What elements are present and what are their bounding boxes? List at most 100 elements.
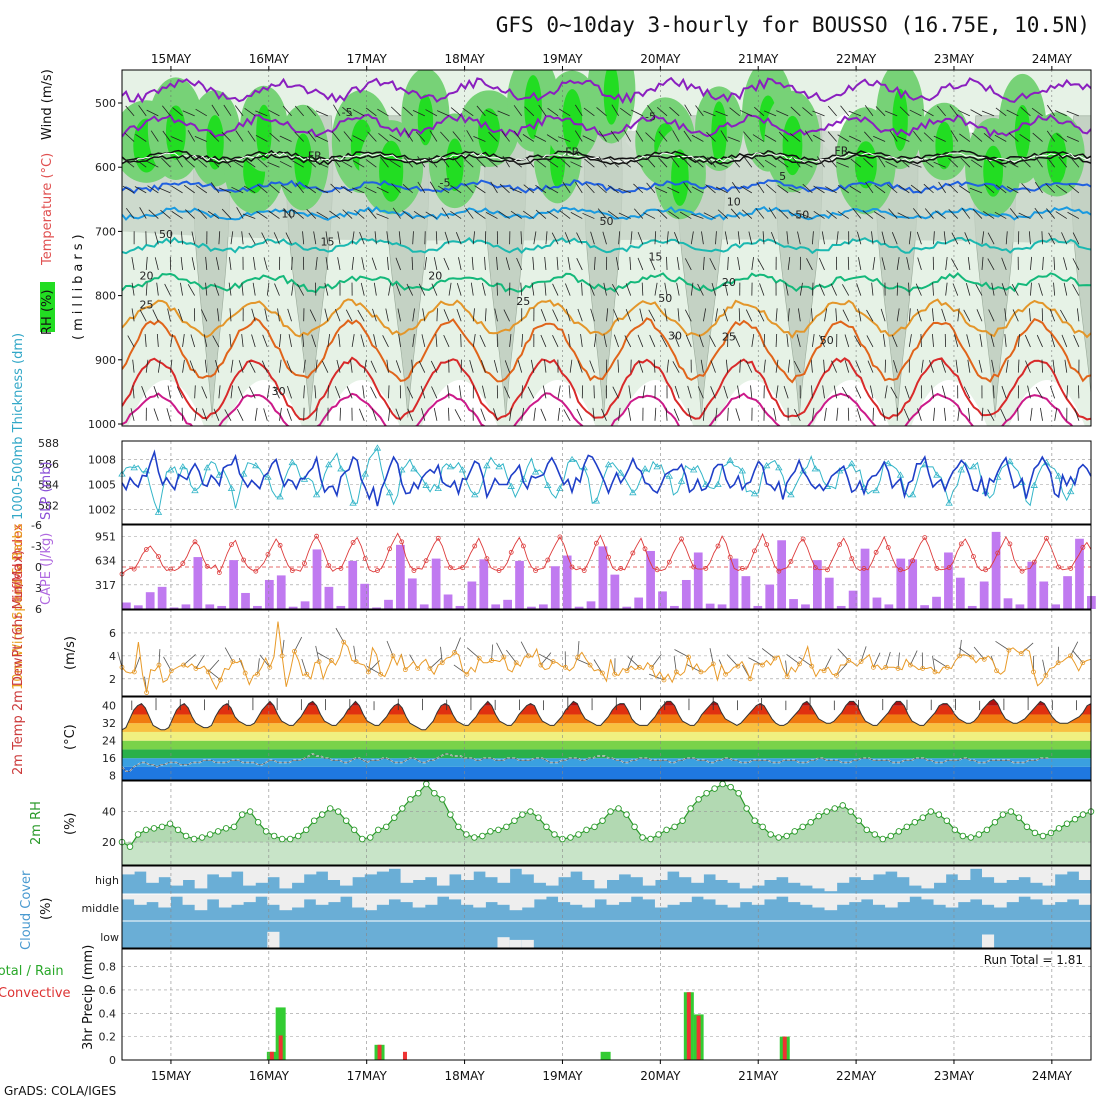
rh2m-point bbox=[775, 834, 782, 841]
top-date-18MAY: 18MAY bbox=[444, 52, 485, 66]
cape-bar bbox=[193, 557, 203, 609]
wind-barb bbox=[263, 257, 268, 271]
wind-barb bbox=[835, 308, 838, 322]
bottom-date-19MAY: 19MAY bbox=[542, 1069, 583, 1083]
wind-barb bbox=[646, 182, 656, 194]
ylabel-rh2m-unit: (%) bbox=[63, 813, 78, 836]
cloud-middle-gap bbox=[727, 894, 741, 908]
wind-barb bbox=[793, 360, 801, 373]
isotherm-40 bbox=[122, 392, 1074, 426]
wind-barb bbox=[672, 361, 680, 373]
wind-barb bbox=[580, 334, 583, 348]
wind-barb bbox=[637, 257, 644, 271]
cape-bar bbox=[729, 558, 739, 609]
wind-barb bbox=[359, 231, 365, 245]
wind-barb bbox=[521, 385, 523, 399]
cloud-high-gap bbox=[461, 866, 474, 880]
wind-barb bbox=[576, 408, 583, 421]
wind-barb bbox=[171, 185, 183, 194]
wind-barb bbox=[305, 184, 317, 194]
wind-barb bbox=[378, 132, 389, 142]
wind-barb bbox=[472, 231, 475, 245]
wind-barb bbox=[251, 308, 256, 322]
rh2m-point bbox=[471, 834, 478, 841]
wind-barb bbox=[530, 359, 535, 373]
wind10m-point bbox=[624, 668, 630, 674]
wind-barb bbox=[833, 385, 838, 399]
cloud-level-high: high bbox=[95, 874, 119, 887]
rh2m-point bbox=[855, 817, 863, 824]
thickness-point bbox=[580, 464, 588, 471]
thickness-point bbox=[483, 462, 491, 469]
wind-barb bbox=[509, 407, 512, 421]
wind-barb bbox=[156, 333, 159, 347]
cloud-middle-gap bbox=[170, 894, 184, 897]
wind10m-point bbox=[378, 671, 384, 677]
rh-high-area bbox=[256, 104, 272, 161]
wind-barb bbox=[297, 284, 305, 296]
lifted-index-point bbox=[679, 536, 684, 542]
wind-barb bbox=[654, 407, 657, 421]
wind-barb bbox=[1041, 359, 1043, 373]
wind-barb bbox=[995, 184, 1007, 194]
wind-barb bbox=[990, 334, 995, 348]
cloud-middle-gap bbox=[800, 894, 813, 905]
wind-barb bbox=[351, 256, 354, 270]
rh2m-point bbox=[1007, 808, 1015, 815]
wind-barb bbox=[908, 334, 912, 348]
rh2m-point bbox=[799, 823, 806, 831]
rh2m-point bbox=[479, 832, 486, 840]
ylabel-slp: SLP (mb) bbox=[39, 461, 54, 520]
wind-barb bbox=[877, 156, 886, 168]
wind-barb bbox=[279, 333, 282, 348]
cloud-high-gap bbox=[836, 866, 850, 883]
wind10m-point bbox=[365, 669, 371, 675]
contour-label: -5 bbox=[342, 106, 353, 119]
wind-barb bbox=[606, 308, 609, 322]
rh-high-area bbox=[983, 145, 1004, 197]
wind-barb bbox=[212, 335, 220, 348]
wind-barb bbox=[1066, 385, 1069, 399]
contour-label: 25 bbox=[722, 331, 736, 344]
wind-barb bbox=[440, 131, 450, 142]
wind-barb bbox=[496, 282, 498, 296]
wind-barb bbox=[325, 231, 329, 245]
wind10m-barb bbox=[823, 656, 832, 671]
wind10m-point bbox=[230, 659, 236, 664]
cape-bar bbox=[610, 574, 620, 609]
rh2m-point bbox=[1063, 820, 1071, 828]
rh2m-point bbox=[871, 831, 879, 838]
wind-barb bbox=[715, 407, 718, 421]
wind-barb bbox=[357, 309, 365, 322]
wind-barb bbox=[751, 256, 754, 270]
cloud-middle-gap bbox=[122, 894, 135, 900]
wind-barb bbox=[565, 283, 571, 296]
rh-high-area bbox=[671, 149, 689, 206]
wind-barb bbox=[969, 187, 983, 194]
lifted-index-point bbox=[922, 535, 928, 540]
cloud-high-gap bbox=[412, 866, 426, 880]
wind10m-tick-6: 6 bbox=[109, 627, 116, 640]
wind-barb bbox=[402, 106, 413, 117]
wind-barb bbox=[658, 157, 668, 168]
wind-barb bbox=[812, 334, 815, 348]
cloud-middle-gap bbox=[279, 894, 293, 911]
cloud-high-gap bbox=[703, 866, 717, 875]
wind-barb bbox=[670, 156, 680, 168]
wind-barb bbox=[556, 256, 559, 270]
ylabel-cloud: Cloud Cover bbox=[19, 870, 34, 950]
wind-barb bbox=[429, 130, 438, 142]
cape-bar bbox=[312, 549, 322, 609]
cape-bar bbox=[169, 607, 179, 609]
rh2m-point bbox=[134, 831, 142, 838]
wind-barb bbox=[866, 335, 874, 348]
wind10m-barb bbox=[932, 656, 936, 672]
cloud-high-gap bbox=[206, 866, 220, 875]
wind-barb bbox=[867, 360, 874, 373]
slp-tick-1005: 1005 bbox=[88, 479, 116, 492]
cloud-middle-gap bbox=[327, 894, 341, 903]
wind-barb bbox=[124, 132, 135, 142]
cape-bar bbox=[479, 559, 489, 609]
precip-conv-bar bbox=[696, 1015, 701, 1060]
